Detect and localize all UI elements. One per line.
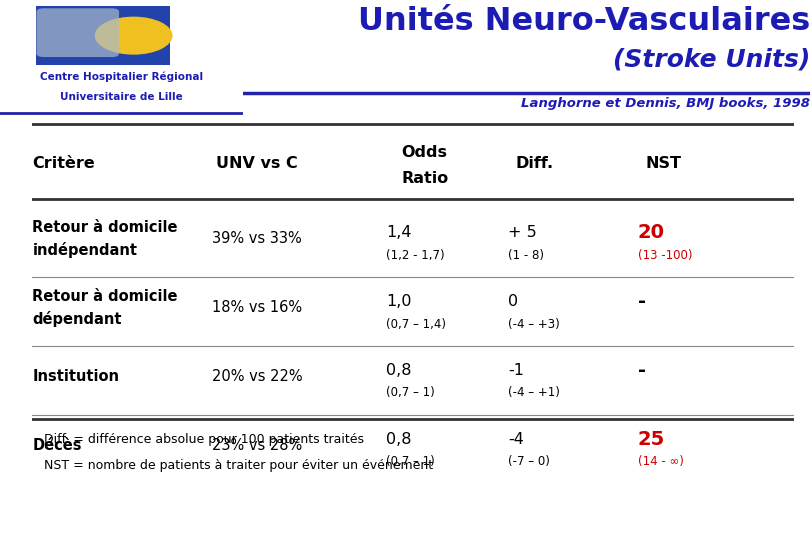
Text: (0,7 – 1): (0,7 – 1) bbox=[386, 387, 435, 400]
Text: Centre Hospitalier Régional: Centre Hospitalier Régional bbox=[40, 72, 203, 83]
Text: (1,2 - 1,7): (1,2 - 1,7) bbox=[386, 248, 445, 261]
Text: UNV vs C: UNV vs C bbox=[216, 156, 298, 171]
Text: Langhorne et Dennis, BMJ books, 1998: Langhorne et Dennis, BMJ books, 1998 bbox=[521, 97, 810, 110]
Text: 1,4: 1,4 bbox=[386, 225, 412, 240]
Text: Unités Neuro-Vasculaires: Unités Neuro-Vasculaires bbox=[358, 6, 810, 37]
Text: 18% vs 16%: 18% vs 16% bbox=[212, 300, 302, 315]
Text: Institution: Institution bbox=[32, 369, 119, 384]
Text: 0,8: 0,8 bbox=[386, 431, 412, 447]
Text: 20% vs 22%: 20% vs 22% bbox=[211, 369, 302, 384]
FancyBboxPatch shape bbox=[36, 8, 119, 57]
Text: (-4 – +3): (-4 – +3) bbox=[509, 318, 560, 330]
Text: (0,7 – 1): (0,7 – 1) bbox=[386, 455, 435, 468]
Text: 0,8: 0,8 bbox=[386, 363, 412, 377]
Text: 20: 20 bbox=[637, 223, 665, 242]
Text: (-4 – +1): (-4 – +1) bbox=[509, 387, 561, 400]
Circle shape bbox=[95, 17, 173, 55]
Text: dépendant: dépendant bbox=[32, 310, 122, 327]
Text: Retour à domicile: Retour à domicile bbox=[32, 220, 178, 235]
Text: Diff.: Diff. bbox=[516, 156, 554, 171]
Text: (1 - 8): (1 - 8) bbox=[509, 248, 544, 261]
Text: (13 -100): (13 -100) bbox=[637, 248, 693, 261]
Text: Diff. = différence absolue pour 100 patients traités: Diff. = différence absolue pour 100 pati… bbox=[36, 433, 364, 446]
Text: Retour à domicile: Retour à domicile bbox=[32, 289, 178, 304]
Text: -1: -1 bbox=[509, 363, 524, 377]
Text: (0,7 – 1,4): (0,7 – 1,4) bbox=[386, 318, 446, 330]
Text: + 5: + 5 bbox=[509, 225, 537, 240]
Text: 0: 0 bbox=[509, 294, 518, 309]
Text: Critère: Critère bbox=[32, 156, 95, 171]
Text: Universitaire de Lille: Universitaire de Lille bbox=[60, 92, 183, 103]
Text: 1,0: 1,0 bbox=[386, 294, 412, 309]
Text: 25: 25 bbox=[637, 430, 665, 449]
Text: -: - bbox=[637, 292, 646, 311]
Text: Décès: Décès bbox=[32, 438, 82, 453]
Text: Ratio: Ratio bbox=[402, 171, 449, 186]
Text: (Stroke Units): (Stroke Units) bbox=[612, 48, 810, 71]
Text: -4: -4 bbox=[509, 431, 524, 447]
Text: 39% vs 33%: 39% vs 33% bbox=[212, 231, 302, 246]
Text: 23% vs 28%: 23% vs 28% bbox=[212, 438, 302, 453]
Text: Odds: Odds bbox=[402, 145, 448, 160]
Text: (14 - ∞): (14 - ∞) bbox=[637, 455, 684, 468]
Text: NST: NST bbox=[646, 156, 681, 171]
Text: -: - bbox=[637, 361, 646, 380]
Text: indépendant: indépendant bbox=[32, 241, 138, 258]
Text: (-7 – 0): (-7 – 0) bbox=[509, 455, 550, 468]
Text: NST = nombre de patients à traiter pour éviter un événement: NST = nombre de patients à traiter pour … bbox=[36, 459, 433, 472]
Bar bbox=[36, 6, 170, 65]
